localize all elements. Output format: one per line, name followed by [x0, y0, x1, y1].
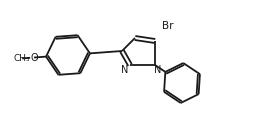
Text: N: N: [121, 65, 129, 75]
Text: N: N: [154, 65, 162, 75]
Text: O: O: [30, 53, 38, 63]
Text: Br: Br: [162, 21, 173, 31]
Text: CH₃: CH₃: [14, 54, 30, 63]
